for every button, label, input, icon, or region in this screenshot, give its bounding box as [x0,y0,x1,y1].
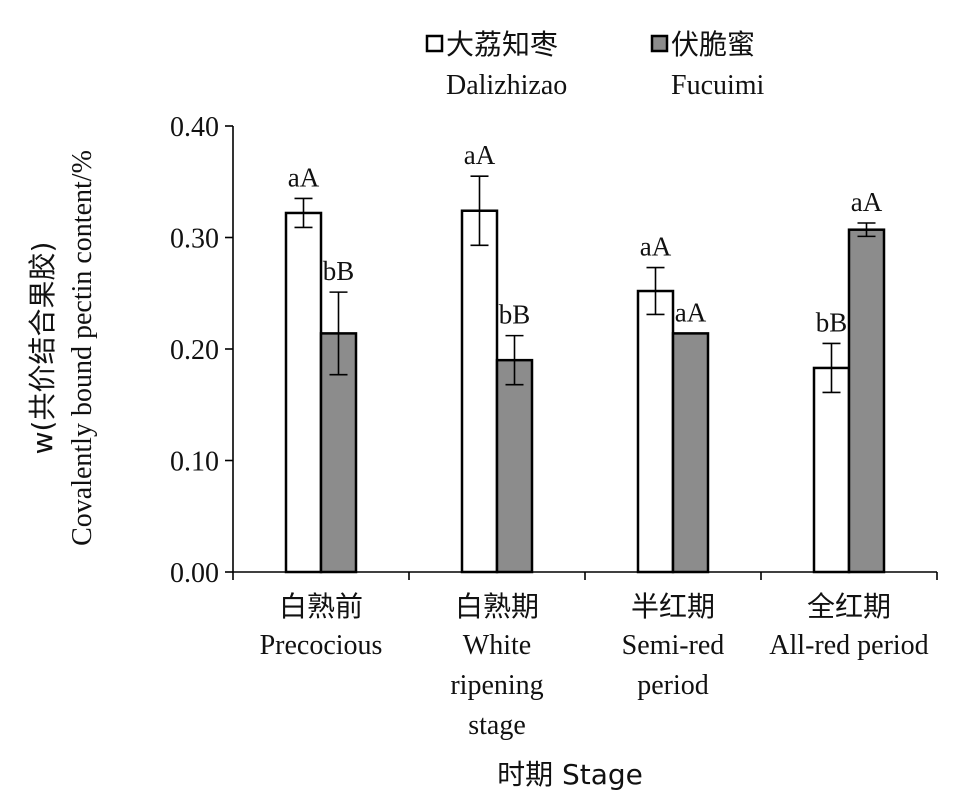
y-axis-label-line1: w(共价结合果胶) [26,242,59,455]
bar-dalizhizao [812,366,851,574]
legend-label-dalizhizao: 大荔知枣 [446,28,558,61]
bar-dalizhizao [460,209,499,574]
significance-label: bB [323,256,355,286]
y-axis-label: w(共价结合果胶) Covalently bound pectin conten… [26,150,98,546]
category-label-en: stage [468,710,526,741]
y-axis-label-line2: Covalently bound pectin content/% [67,150,98,546]
legend-swatch-fucuimi [650,34,669,53]
y-tick-label: 0.10 [170,447,219,478]
category-label-en: period [637,670,709,701]
bar-fucuimi [671,332,710,574]
significance-labels: aA bB aA bB aA aA bB aA [288,140,883,337]
category-label-zh: 全红期 [807,590,891,623]
significance-label: bB [499,300,531,330]
legend-label-fucuimi-en: Fucuimi [671,70,765,101]
bar-fucuimi [495,358,534,574]
category-label-en: White [463,630,531,661]
legend-label-dalizhizao-en: Dalizhizao [446,70,567,101]
legend-label-fucuimi: 伏脆蜜 [671,28,755,61]
legend-swatch-dalizhizao [425,34,444,53]
y-tick-label: 0.20 [170,335,219,366]
bar-fucuimi [847,228,886,574]
bar-dalizhizao [636,289,675,574]
y-tick-label: 0.30 [170,224,219,255]
category-label-en: Precocious [260,630,383,661]
category-label-en: All-red period [769,630,928,661]
significance-label: bB [816,307,848,337]
legend: 大荔知枣 Dalizhizao 伏脆蜜 Fucuimi [425,28,765,101]
category-label-zh: 半红期 [631,590,715,623]
x-axis-ticks [232,572,938,580]
y-tick-label: 0.40 [170,112,219,143]
category-label-en: ripening [450,670,543,701]
category-label-en: Semi-red [622,630,725,661]
y-tick-label: 0.00 [170,558,219,589]
significance-label: aA [851,187,883,217]
category-label-zh: 白熟期 [455,590,539,623]
category-label-zh: 白熟前 [279,590,363,623]
y-axis-ticks: 0.00 0.10 0.20 0.30 0.40 [170,112,233,589]
significance-label: aA [288,162,320,192]
bar-dalizhizao [284,211,323,574]
significance-label: aA [675,297,707,327]
significance-label: aA [464,140,496,170]
category-labels: 白熟前 Precocious 白熟期 White ripening stage 半红期 Sem… [260,590,929,741]
significance-label: aA [640,232,672,262]
error-bars [294,175,876,394]
x-axis-label: 时期 Stage [497,758,643,791]
bars [284,209,886,574]
